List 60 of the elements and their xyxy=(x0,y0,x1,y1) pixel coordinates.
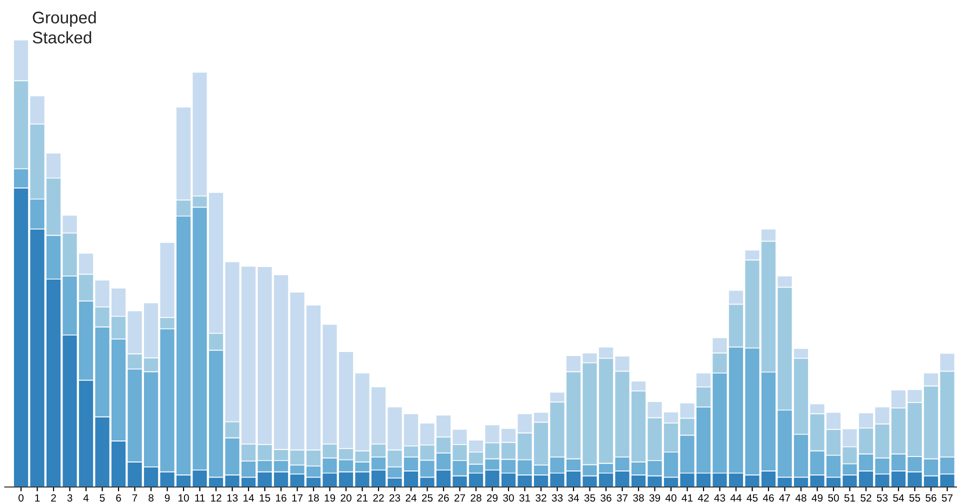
x-tick-label: 9 xyxy=(164,494,170,502)
x-tick-label: 24 xyxy=(406,494,417,502)
x-tick-label: 34 xyxy=(568,494,580,502)
x-tick-label: 4 xyxy=(83,494,89,502)
x-tick-label: 55 xyxy=(909,494,920,502)
x-tick-label: 44 xyxy=(730,494,742,502)
x-tick-label: 43 xyxy=(714,494,726,502)
x-tick-label: 12 xyxy=(211,494,222,502)
x-tick-label: 30 xyxy=(503,494,514,502)
x-tick-label: 20 xyxy=(340,494,352,502)
x-tick-label: 13 xyxy=(227,494,238,502)
x-tick-label: 47 xyxy=(779,494,790,502)
x-tick-label: 42 xyxy=(698,494,709,502)
x-tick-label: 46 xyxy=(762,494,774,502)
x-tick-label: 18 xyxy=(308,494,319,502)
x-tick-label: 50 xyxy=(828,494,839,502)
x-tick-label: 51 xyxy=(844,494,856,502)
x-tick-label: 10 xyxy=(178,494,189,502)
x-tick-label: 27 xyxy=(454,494,466,502)
x-tick-label: 1 xyxy=(35,494,40,502)
x-tick-label: 35 xyxy=(584,494,596,502)
text: Grouped xyxy=(32,11,96,27)
annotation: Stacked xyxy=(32,31,92,44)
x-tick-label: 37 xyxy=(616,494,628,502)
x-tick-label: 49 xyxy=(812,494,823,502)
x-tick-label: 38 xyxy=(633,494,644,502)
x-tick-label: 3 xyxy=(67,494,72,502)
x-tick-label: 0 xyxy=(18,494,24,502)
x-tick-label: 36 xyxy=(600,494,612,502)
x-tick-label: 32 xyxy=(536,494,546,502)
x-tick-label: 39 xyxy=(649,494,660,502)
x-tick-label: 56 xyxy=(926,494,936,502)
x-tick-label: 2 xyxy=(51,494,56,502)
x-tick-label: 5 xyxy=(100,494,105,502)
x-tick-label: 31 xyxy=(519,494,530,502)
x-tick-label: 22 xyxy=(373,494,384,502)
x-tick-label: 53 xyxy=(876,494,888,502)
x-tick-label: 57 xyxy=(942,494,953,502)
x-tick-label: 7 xyxy=(132,494,138,502)
x-tick-label: 8 xyxy=(148,494,154,502)
x-tick-label: 45 xyxy=(746,494,758,502)
x-tick-label: 11 xyxy=(195,494,205,502)
x-tick-label: 41 xyxy=(682,494,693,502)
x-tick-label: 15 xyxy=(260,494,270,502)
x-tick-label: 16 xyxy=(276,494,286,502)
x-tick-label: 54 xyxy=(893,494,904,502)
x-tick-label: 21 xyxy=(357,494,368,502)
x-tick-label: 6 xyxy=(116,494,121,502)
x-tick-label: 26 xyxy=(438,494,449,502)
x-tick-label: 17 xyxy=(292,494,303,502)
x-tick-label: 25 xyxy=(422,494,433,502)
x-tick-label: 29 xyxy=(487,494,498,502)
x-tick-label: 52 xyxy=(860,494,872,502)
x-tick-label: 23 xyxy=(390,494,400,502)
x-tick-label: 33 xyxy=(552,494,563,502)
x-tick-label: 28 xyxy=(470,494,482,502)
x-tick-label: 48 xyxy=(795,494,806,502)
x-tick-label: 19 xyxy=(324,494,336,502)
x-tick-label: 40 xyxy=(665,494,676,502)
x-tick-label: 14 xyxy=(244,494,254,502)
